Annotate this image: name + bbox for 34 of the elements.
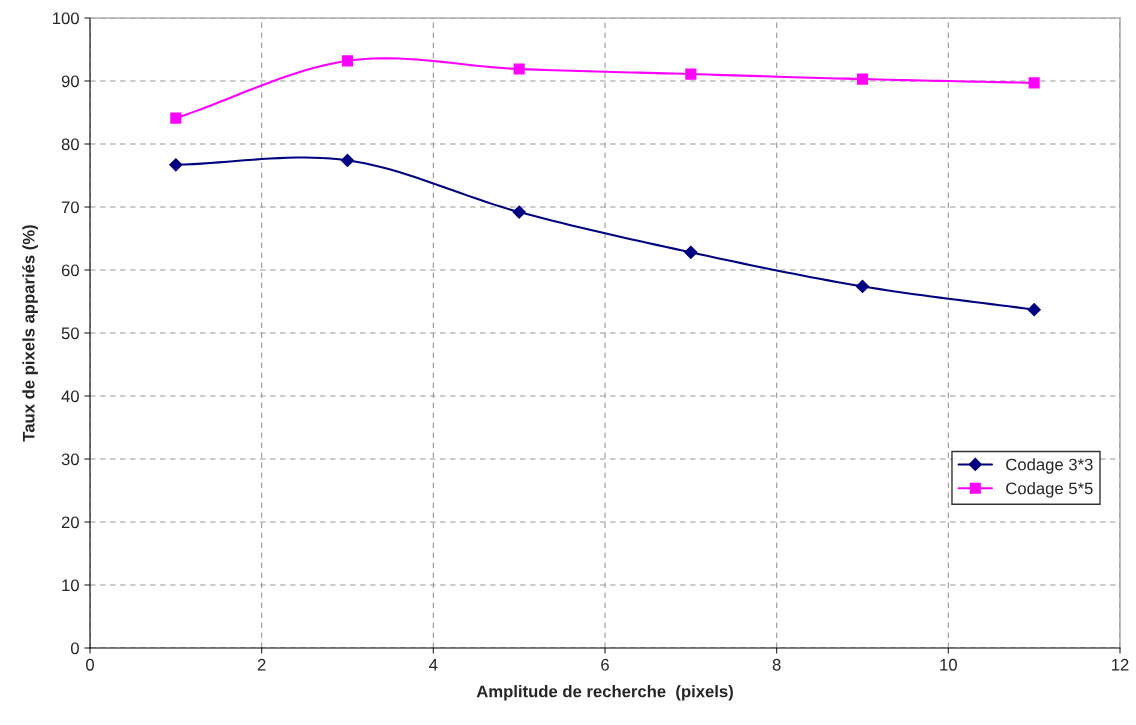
legend-label: Codage 3*3 — [1006, 458, 1093, 474]
legend-label: Codage 5*5 — [1006, 482, 1093, 498]
x-tick-label: 4 — [429, 659, 438, 671]
point — [170, 112, 182, 124]
y-tick-label: 20 — [61, 516, 79, 529]
y-tick-label: 40 — [61, 390, 79, 403]
y-tick-label: 10 — [62, 579, 79, 592]
y-tick-label: 80 — [61, 138, 79, 151]
y-tick-label: 30 — [61, 453, 79, 466]
point — [856, 73, 869, 85]
point — [513, 63, 525, 75]
x-tick-label: 6 — [601, 658, 609, 671]
point — [512, 205, 526, 219]
point — [1027, 303, 1041, 317]
point — [684, 245, 698, 259]
y-tick-label: 90 — [61, 75, 79, 88]
point — [340, 153, 355, 167]
point — [855, 279, 870, 293]
point — [169, 158, 183, 172]
x-tick-label: 0 — [86, 658, 94, 671]
y-tick-label: 60 — [61, 264, 79, 277]
y-tick-label: 100 — [53, 12, 79, 25]
point — [1028, 77, 1040, 89]
y-tick-label: 0 — [70, 642, 79, 655]
point — [685, 68, 697, 80]
point — [341, 55, 354, 67]
x-tick-label: 2 — [257, 658, 266, 671]
x-tick-label: 10 — [940, 658, 957, 671]
y-tick-label: 70 — [61, 201, 79, 214]
x-tick-label: 12 — [1112, 658, 1129, 671]
y-axis-title: Taux de pixels appariés (%) — [22, 225, 38, 442]
x-tick-label: 8 — [772, 658, 781, 671]
y-tick-label: 50 — [61, 327, 79, 340]
x-axis-title: Amplitude de recherche (pixels) — [476, 685, 733, 701]
